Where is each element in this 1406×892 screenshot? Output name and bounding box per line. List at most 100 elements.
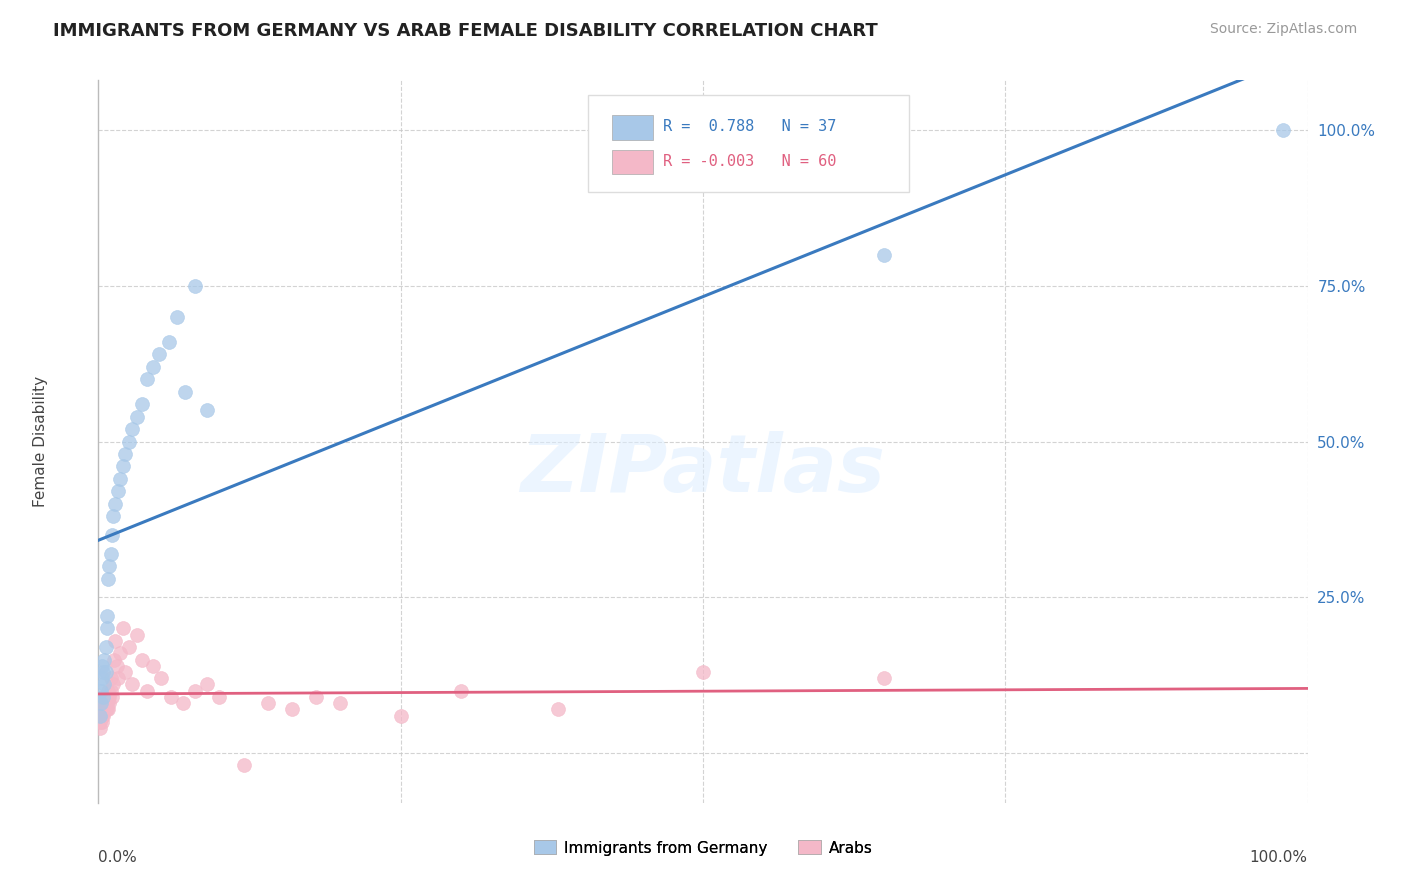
Point: [135, 683, 157, 698]
Point: [89, 714, 111, 729]
Point: [114, 665, 136, 679]
Point: [94, 640, 117, 654]
Point: [100, 690, 122, 704]
Point: [101, 677, 124, 691]
FancyBboxPatch shape: [613, 115, 654, 139]
Point: [148, 347, 170, 361]
Point: [100, 547, 122, 561]
Point: [232, 758, 254, 772]
Point: [91, 708, 114, 723]
Point: [166, 310, 188, 324]
Point: [104, 497, 127, 511]
Point: [174, 384, 197, 399]
Point: [108, 646, 131, 660]
Point: [98, 559, 121, 574]
Point: [142, 359, 165, 374]
Point: [105, 658, 128, 673]
Point: [208, 690, 231, 704]
Point: [107, 671, 129, 685]
Text: IMMIGRANTS FROM GERMANY VS ARAB FEMALE DISABILITY CORRELATION CHART: IMMIGRANTS FROM GERMANY VS ARAB FEMALE D…: [53, 22, 879, 40]
Point: [329, 696, 352, 710]
Point: [93, 652, 115, 666]
Point: [547, 702, 569, 716]
Point: [121, 677, 143, 691]
Point: [91, 702, 114, 716]
Point: [131, 397, 153, 411]
Point: [1272, 123, 1295, 137]
Text: Source: ZipAtlas.com: Source: ZipAtlas.com: [1209, 22, 1357, 37]
Point: [389, 708, 412, 723]
Point: [97, 683, 120, 698]
Point: [111, 621, 134, 635]
Legend: Immigrants from Germany, Arabs: Immigrants from Germany, Arabs: [527, 834, 879, 862]
Text: 0.0%: 0.0%: [98, 850, 138, 864]
Point: [184, 278, 207, 293]
Point: [90, 683, 112, 698]
Point: [127, 409, 149, 424]
Point: [96, 696, 118, 710]
Point: [157, 334, 180, 349]
Point: [305, 690, 328, 704]
Point: [100, 671, 122, 685]
Point: [94, 690, 117, 704]
Point: [91, 690, 114, 704]
Point: [96, 702, 118, 716]
Text: ZIPatlas: ZIPatlas: [520, 432, 886, 509]
Point: [98, 696, 121, 710]
Point: [281, 702, 304, 716]
Point: [90, 696, 112, 710]
Point: [90, 696, 112, 710]
Point: [103, 652, 125, 666]
Point: [91, 690, 114, 704]
Point: [256, 696, 278, 710]
Point: [450, 683, 472, 698]
Point: [873, 671, 896, 685]
Point: [135, 372, 157, 386]
Point: [93, 677, 115, 691]
Point: [150, 671, 173, 685]
Point: [131, 652, 153, 666]
Point: [96, 609, 118, 624]
Point: [96, 621, 118, 635]
Point: [195, 677, 218, 691]
Point: [91, 671, 114, 685]
Point: [107, 484, 129, 499]
Point: [96, 690, 118, 704]
Point: [91, 714, 114, 729]
Text: R =  0.788   N = 37: R = 0.788 N = 37: [664, 119, 837, 134]
Point: [692, 665, 714, 679]
Point: [195, 403, 218, 417]
Point: [114, 447, 136, 461]
Point: [94, 665, 117, 679]
Point: [91, 658, 114, 673]
Point: [100, 528, 122, 542]
Point: [100, 683, 122, 698]
Point: [184, 683, 207, 698]
Text: Female Disability: Female Disability: [32, 376, 48, 508]
Point: [142, 658, 165, 673]
Point: [94, 696, 117, 710]
Point: [104, 633, 127, 648]
Point: [172, 696, 194, 710]
Text: 100.0%: 100.0%: [1250, 850, 1308, 864]
Point: [108, 472, 131, 486]
Point: [90, 708, 112, 723]
Point: [91, 665, 114, 679]
Point: [94, 702, 117, 716]
Point: [93, 690, 115, 704]
Point: [121, 422, 143, 436]
Point: [91, 708, 114, 723]
FancyBboxPatch shape: [613, 150, 654, 174]
Text: R = -0.003   N = 60: R = -0.003 N = 60: [664, 153, 837, 169]
Point: [97, 702, 120, 716]
Point: [111, 459, 134, 474]
Point: [91, 702, 114, 716]
Point: [98, 690, 121, 704]
Point: [118, 434, 141, 449]
Point: [97, 690, 120, 704]
Point: [97, 572, 120, 586]
Point: [89, 721, 111, 735]
Point: [90, 702, 112, 716]
Point: [160, 690, 183, 704]
Point: [873, 248, 896, 262]
